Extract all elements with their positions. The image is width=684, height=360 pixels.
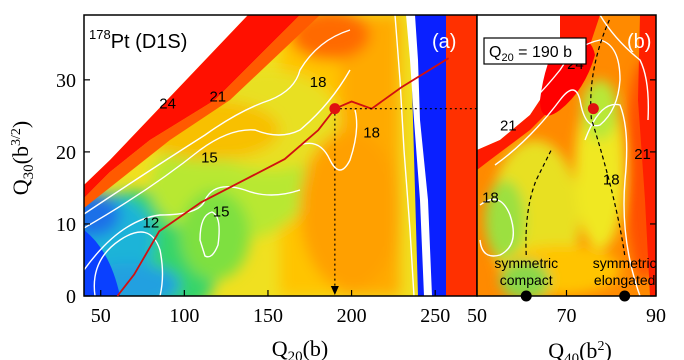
marked-point-b bbox=[587, 103, 599, 115]
contour-label: 12 bbox=[143, 215, 160, 232]
panel-a-xtick-label: 150 bbox=[253, 305, 283, 327]
panel-b-xlabel-symbol: Q bbox=[548, 338, 564, 360]
panel-a-xlabel-symbol: Q bbox=[272, 336, 288, 360]
panel-b-xtick-label: 70 bbox=[557, 305, 577, 327]
ylabel-unit-close: ) bbox=[8, 121, 33, 128]
panel-b-xlabel: Q40(b2) bbox=[548, 338, 612, 360]
panel-a-xlabel: Q20(b) bbox=[272, 336, 329, 360]
ylabel-subscript: 30 bbox=[21, 164, 37, 179]
panel-a-contour-labels: 12 15 15 24 21 18 18 bbox=[143, 74, 380, 232]
panel-b-label: (b) bbox=[627, 31, 651, 53]
panel-a-xtick-label: 50 bbox=[91, 305, 111, 327]
panel-a-xlabel-subscript: 20 bbox=[288, 349, 303, 360]
solution-label-line2: compact bbox=[500, 272, 553, 288]
condition-box bbox=[483, 37, 587, 65]
ylabel-unit-sup: 3/2 bbox=[9, 128, 24, 146]
panel-b-contours bbox=[479, 15, 650, 296]
panel-a-xlabel-unit: (b) bbox=[303, 336, 329, 360]
axis-ticks: 50 100 150 200 250 0 10 20 30 50 70 90 bbox=[56, 70, 666, 327]
marked-point-a bbox=[329, 103, 341, 115]
ytick-label: 0 bbox=[66, 286, 76, 308]
ylabel-unit: (b bbox=[8, 146, 33, 164]
contour-label: 18 bbox=[603, 171, 620, 188]
panel-a-title: 178Pt (D1S) bbox=[89, 27, 187, 53]
contour-label: 24 bbox=[159, 96, 176, 113]
contour-label: 15 bbox=[213, 204, 230, 221]
panel-a-label: (a) bbox=[432, 31, 456, 53]
panel-a-ylabel: Q30(b3/2) bbox=[8, 121, 37, 195]
condition-label: Q20 = 190 b bbox=[489, 44, 572, 64]
arrowhead-down bbox=[330, 286, 339, 295]
panel-b-xlabel-subscript: 40 bbox=[564, 351, 579, 360]
solution-point bbox=[619, 290, 631, 302]
panel-b-xlabel-unit-sup: 2 bbox=[597, 339, 604, 354]
condition-symbol: Q bbox=[489, 44, 501, 61]
solution-label-line1: symmetric bbox=[494, 255, 558, 271]
condition-subscript: 20 bbox=[501, 52, 513, 64]
panel-a-heatmap bbox=[84, 15, 477, 296]
contour-label: 18 bbox=[482, 189, 499, 206]
contour-label: 18 bbox=[363, 124, 380, 141]
panel-a-xtick-label: 100 bbox=[169, 305, 199, 327]
solution-label-line2: elongated bbox=[594, 272, 656, 288]
title-mass-number: 178 bbox=[89, 27, 111, 42]
compact-path-line bbox=[525, 149, 552, 256]
ylabel-symbol: Q bbox=[8, 179, 33, 195]
solution-point bbox=[520, 290, 532, 302]
condition-value: = 190 b bbox=[514, 44, 572, 61]
contour-label: 21 bbox=[209, 88, 226, 105]
panel-b-xtick-label: 50 bbox=[467, 305, 487, 327]
ytick-label: 10 bbox=[56, 214, 76, 236]
solution-label-line1: symmetric bbox=[593, 255, 657, 271]
panel-a-xtick-label: 200 bbox=[337, 305, 367, 327]
panel-a: 12 15 15 24 21 18 18 (a) 178Pt (D1S) bbox=[83, 14, 590, 297]
contour-label: 21 bbox=[500, 117, 517, 134]
panel-b-xlabel-unit-close: ) bbox=[604, 338, 611, 360]
panel-a-xtick-label: 250 bbox=[420, 305, 450, 327]
panel-b: 2421181821 symmetriccompactsymmetricelon… bbox=[476, 14, 657, 302]
panel-b-xlabel-unit: (b bbox=[579, 338, 597, 360]
ytick-label: 30 bbox=[56, 70, 76, 92]
fission-path-line bbox=[116, 57, 450, 297]
title-nucleus: Pt (D1S) bbox=[111, 31, 188, 53]
contour-label: 15 bbox=[201, 150, 218, 167]
contour-label: 18 bbox=[310, 74, 327, 91]
elongated-path-line bbox=[590, 19, 626, 256]
panel-b-xtick-label: 90 bbox=[646, 305, 666, 327]
ytick-label: 20 bbox=[56, 142, 76, 164]
contour-label: 21 bbox=[634, 146, 651, 163]
